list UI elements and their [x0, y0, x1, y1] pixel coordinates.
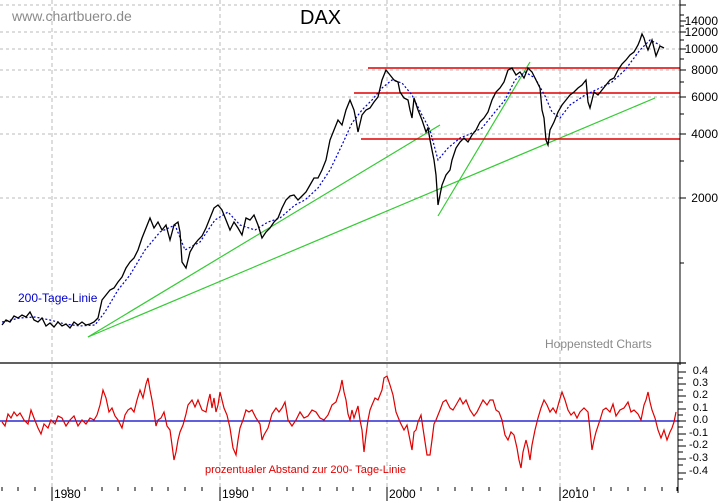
osc-axis-ticks [678, 371, 686, 480]
price-tick-6000: 6000 [691, 90, 718, 104]
price-gridlines [0, 4, 680, 199]
osc-tick-neg0.1: -0.1 [689, 427, 708, 439]
osc-tick-neg0.3: -0.3 [689, 452, 708, 464]
price-tick-8000: 8000 [691, 63, 718, 77]
osc-tick-neg0.4: -0.4 [689, 465, 708, 477]
oscillator-line [1, 375, 677, 469]
source-credit: Hoppenstedt Charts [545, 337, 652, 351]
moving-average-line [1, 39, 661, 327]
oscillator-label: prozentualer Abstand zur 200- Tage-Linie [205, 464, 406, 476]
price-tick-4000: 4000 [691, 127, 718, 141]
osc-tick-0.2: 0.2 [692, 389, 708, 401]
x-tick-2010: 2010 [562, 487, 589, 501]
price-tick-14000: 14000 [684, 14, 718, 28]
watermark: www.chartbuero.de [12, 8, 132, 24]
osc-tick-neg0.2: -0.2 [689, 439, 708, 451]
chart-title: DAX [300, 7, 342, 29]
price-tick-2000: 2000 [691, 191, 718, 205]
price-axis-ticks [680, 4, 686, 264]
osc-tick-0.0: 0.0 [692, 414, 708, 426]
horizontal-levels [354, 67, 680, 140]
osc-tick-0.3: 0.3 [692, 377, 708, 389]
osc-tick-0.1: 0.1 [692, 402, 708, 414]
trendlines [87, 61, 656, 338]
price-tick-12000: 12000 [684, 25, 718, 39]
osc-tick-0.4: 0.4 [692, 365, 708, 377]
x-tick-1980: 1980 [54, 487, 81, 501]
vertical-gridlines [51, 0, 561, 487]
moving-average-label: 200-Tage-Linie [18, 291, 98, 305]
x-tick-1990: 1990 [222, 487, 249, 501]
dax-price-line [1, 32, 665, 330]
x-tick-2000: 2000 [389, 487, 416, 501]
x-axis-ticks [1, 487, 678, 501]
price-tick-10000: 10000 [684, 42, 718, 56]
